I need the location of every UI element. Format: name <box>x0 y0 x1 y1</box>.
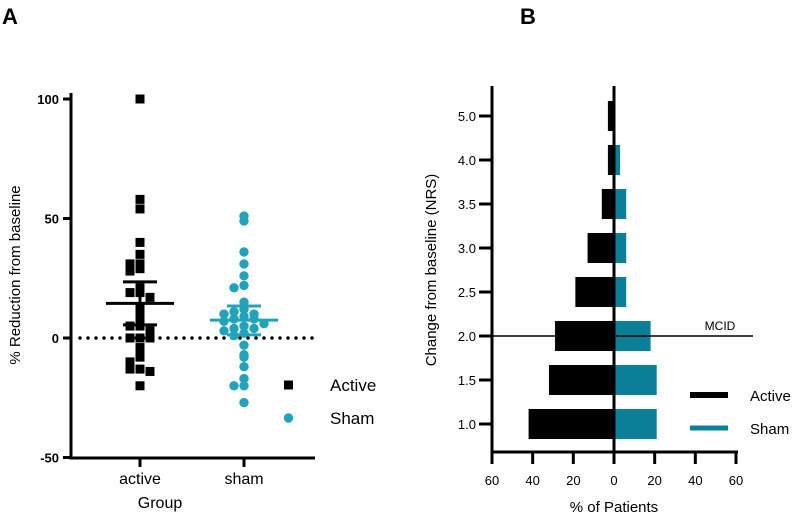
legend-marker-sham <box>283 413 294 423</box>
y-tick-label: 2.0 <box>458 329 476 344</box>
data-point-sham <box>239 381 249 391</box>
data-point-active <box>135 237 145 247</box>
data-point-active <box>125 364 135 374</box>
data-point-active <box>125 288 135 298</box>
bar-sham <box>614 365 657 395</box>
data-point-active <box>135 381 145 391</box>
data-point-sham <box>229 381 239 391</box>
data-point-sham <box>239 340 249 350</box>
data-point-sham <box>239 247 249 257</box>
legend-label-active: Active <box>330 376 376 395</box>
y-tick-label: 1.0 <box>458 417 476 432</box>
x-tick-label: 0 <box>610 473 617 488</box>
data-point-active <box>135 352 145 362</box>
bar-active <box>528 409 614 439</box>
x-tick-label: 40 <box>688 473 702 488</box>
x-tick-label: 20 <box>647 473 661 488</box>
y-tick-label: 5.0 <box>458 109 476 124</box>
panel-a: A % Reduction from baseline Group 100 50 0… <box>2 4 376 512</box>
x-tick-label: 60 <box>485 473 499 488</box>
panel-b-y-axis-title: Change from baseline (NRS) <box>423 174 440 367</box>
data-point-sham <box>239 280 249 291</box>
bar-active <box>601 189 614 219</box>
bar-sham <box>614 145 621 175</box>
data-point-sham <box>219 309 229 319</box>
legend-marker-active <box>284 380 293 390</box>
data-point-active <box>135 364 145 374</box>
data-point-active <box>145 366 155 376</box>
data-point-active <box>125 259 135 269</box>
bar-active <box>607 101 614 131</box>
data-point-sham <box>239 373 249 384</box>
data-point-sham <box>239 361 249 372</box>
data-point-sham <box>249 323 259 334</box>
data-point-sham <box>229 307 239 317</box>
panel-a-label: A <box>2 4 18 29</box>
mcid-label: MCID <box>705 319 736 333</box>
data-point-active <box>125 357 135 367</box>
y-tick-label: 1.5 <box>458 373 476 388</box>
legend-label-sham: Sham <box>330 409 374 428</box>
data-point-active <box>135 194 145 204</box>
data-point-active <box>135 204 145 214</box>
bar-active <box>607 145 614 175</box>
x-tick-label: sham <box>224 471 263 488</box>
bar-sham <box>614 233 627 263</box>
y-tick-label: 2.5 <box>458 285 476 300</box>
x-tick-label: active <box>119 471 161 488</box>
x-tick-label: 40 <box>525 473 539 488</box>
data-point-active <box>135 259 145 269</box>
legend-label-active: Active <box>750 388 791 405</box>
bar-sham <box>614 189 627 219</box>
data-point-active <box>145 326 155 336</box>
data-point-active <box>125 333 135 343</box>
data-point-active <box>145 333 155 343</box>
panel-b-label: B <box>520 4 536 29</box>
y-tick-label: 4.0 <box>458 153 476 168</box>
data-point-sham <box>239 216 249 226</box>
data-point-active <box>135 94 145 104</box>
data-point-active <box>145 292 155 302</box>
bar-active <box>587 233 614 263</box>
y-tick-label: -50 <box>40 451 59 466</box>
x-tick-label: 60 <box>729 473 743 488</box>
x-tick-label: 20 <box>566 473 580 488</box>
data-point-sham <box>239 271 249 281</box>
data-point-active <box>125 266 135 276</box>
y-tick-label: 0 <box>52 331 59 346</box>
data-point-active <box>135 264 145 274</box>
data-point-sham <box>239 397 249 408</box>
bar-active <box>548 365 614 395</box>
y-tick-label: 3.5 <box>458 197 476 212</box>
panel-b: B Change from baseline (NRS) % of Patien… <box>423 4 791 516</box>
data-point-sham <box>229 283 239 293</box>
legend-label-sham: Sham <box>750 421 789 438</box>
y-tick-label: 100 <box>37 92 59 107</box>
panel-a-x-axis-title: Group <box>138 495 183 512</box>
data-point-sham <box>219 326 229 336</box>
data-point-sham <box>229 323 239 334</box>
y-tick-label: 50 <box>45 212 59 227</box>
data-point-sham <box>239 259 249 269</box>
bar-active <box>575 277 614 307</box>
y-tick-label: 3.0 <box>458 241 476 256</box>
bar-sham <box>614 409 657 439</box>
data-point-active <box>135 249 145 259</box>
panel-a-y-axis-title: % Reduction from baseline <box>7 185 24 364</box>
data-point-active <box>135 343 145 353</box>
data-point-sham <box>239 352 249 362</box>
bar-sham <box>614 277 627 307</box>
data-point-active <box>135 333 145 343</box>
panel-b-x-axis-title: % of Patients <box>570 499 658 516</box>
